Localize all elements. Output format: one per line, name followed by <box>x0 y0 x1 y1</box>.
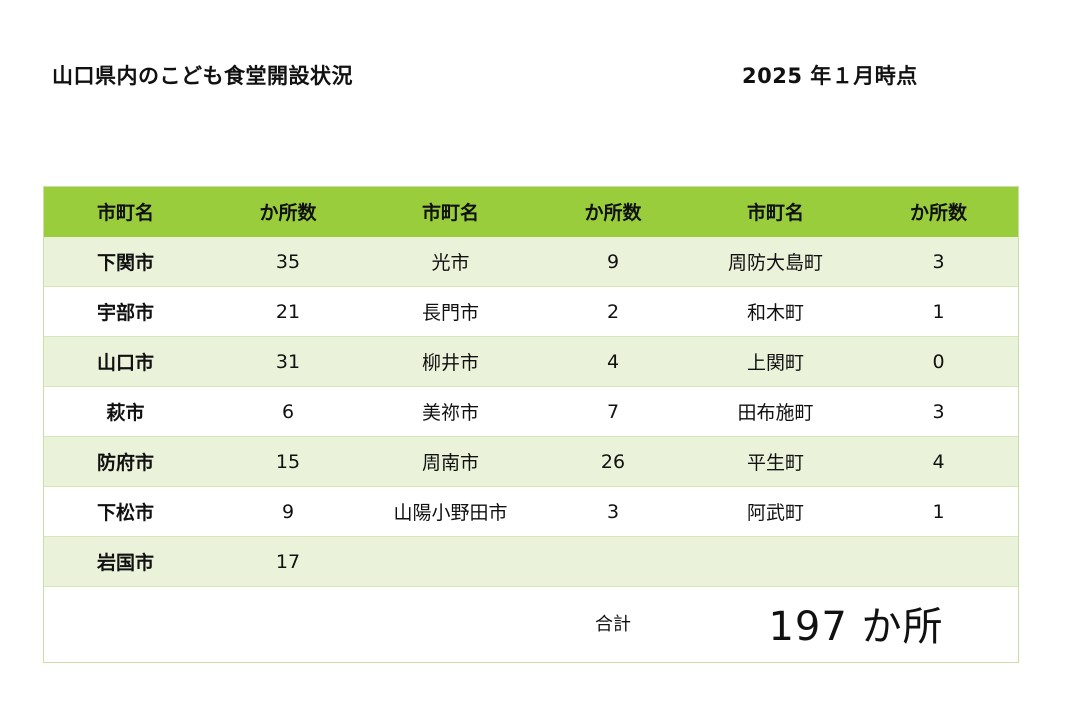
header-count-1: か所数 <box>208 186 368 237</box>
total-row: 合計 197 か所 <box>43 586 1019 659</box>
city-cell: 長門市 <box>368 286 533 337</box>
header-city-1: 市町名 <box>43 186 208 237</box>
count-cell <box>533 536 693 587</box>
count-cell: 9 <box>208 486 368 537</box>
table-row: 下松市 9 山陽小野田市 3 阿武町 1 <box>43 486 1019 537</box>
count-cell: 4 <box>858 436 1019 487</box>
city-cell: 岩国市 <box>43 536 208 587</box>
total-label: 合計 <box>533 586 693 659</box>
city-cell: 山口市 <box>43 336 208 387</box>
city-cell: 光市 <box>368 237 533 287</box>
city-cell: 柳井市 <box>368 336 533 387</box>
count-cell <box>858 536 1019 587</box>
city-cell <box>693 536 858 587</box>
facility-count-table: 市町名 か所数 市町名 か所数 市町名 か所数 下関市 35 光市 9 周防大島… <box>43 186 1019 659</box>
count-cell: 26 <box>533 436 693 487</box>
count-cell: 1 <box>858 286 1019 337</box>
table-header-row: 市町名 か所数 市町名 か所数 市町名 か所数 <box>43 186 1019 237</box>
count-cell: 2 <box>533 286 693 337</box>
count-cell: 9 <box>533 237 693 287</box>
table-row: 宇部市 21 長門市 2 和木町 1 <box>43 286 1019 337</box>
count-cell: 21 <box>208 286 368 337</box>
count-cell: 1 <box>858 486 1019 537</box>
count-cell: 35 <box>208 237 368 287</box>
city-cell: 防府市 <box>43 436 208 487</box>
total-value: 197 か所 <box>693 586 1019 659</box>
header-city-2: 市町名 <box>368 186 533 237</box>
header-count-3: か所数 <box>858 186 1019 237</box>
city-cell: 下関市 <box>43 237 208 287</box>
header-city-3: 市町名 <box>693 186 858 237</box>
count-cell: 6 <box>208 386 368 437</box>
count-cell: 3 <box>533 486 693 537</box>
count-cell: 0 <box>858 336 1019 387</box>
table-row: 下関市 35 光市 9 周防大島町 3 <box>43 237 1019 287</box>
city-cell: 田布施町 <box>693 386 858 437</box>
count-cell: 3 <box>858 386 1019 437</box>
city-cell: 宇部市 <box>43 286 208 337</box>
city-cell: 周南市 <box>368 436 533 487</box>
count-cell: 17 <box>208 536 368 587</box>
city-cell: 周防大島町 <box>693 237 858 287</box>
page-title: 山口県内のこども食堂開設状況 <box>52 64 353 88</box>
total-spacer <box>43 586 533 659</box>
count-cell: 31 <box>208 336 368 387</box>
city-cell: 美祢市 <box>368 386 533 437</box>
city-cell: 上関町 <box>693 336 858 387</box>
table-row: 山口市 31 柳井市 4 上関町 0 <box>43 336 1019 387</box>
as-of-date: 2025 年１月時点 <box>742 64 918 88</box>
city-cell: 萩市 <box>43 386 208 437</box>
count-cell: 4 <box>533 336 693 387</box>
header-count-2: か所数 <box>533 186 693 237</box>
city-cell: 阿武町 <box>693 486 858 537</box>
city-cell: 下松市 <box>43 486 208 537</box>
table-row: 萩市 6 美祢市 7 田布施町 3 <box>43 386 1019 437</box>
city-cell <box>368 536 533 587</box>
table-row: 防府市 15 周南市 26 平生町 4 <box>43 436 1019 487</box>
count-cell: 15 <box>208 436 368 487</box>
count-cell: 7 <box>533 386 693 437</box>
city-cell: 和木町 <box>693 286 858 337</box>
count-cell: 3 <box>858 237 1019 287</box>
city-cell: 平生町 <box>693 436 858 487</box>
table-row: 岩国市 17 <box>43 536 1019 587</box>
city-cell: 山陽小野田市 <box>368 486 533 537</box>
